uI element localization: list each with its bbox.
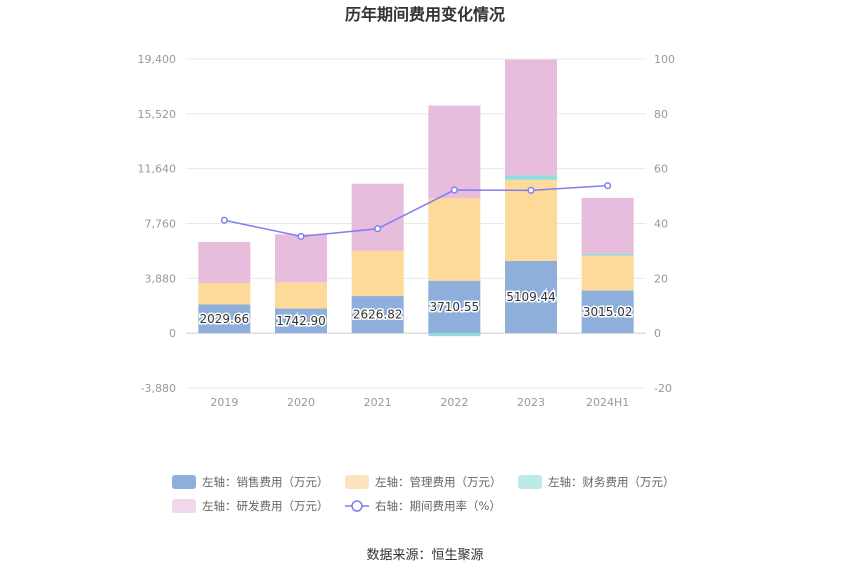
right-tick-label: 80 [654,108,668,121]
bar-segment [581,290,634,334]
bar-segment [428,105,481,199]
legend-item[interactable]: 右轴：期间费用率（%） [345,499,501,513]
x-tick-label: 2023 [517,396,545,409]
legend-marker [351,500,363,512]
left-tick-label: 0 [169,327,176,340]
bar-segment [505,59,557,176]
bar-segment [505,175,557,180]
legend-item[interactable]: 左轴：研发费用（万元） [172,499,329,513]
legend-label: 左轴：销售费用（万元） [202,475,329,489]
bars: 2029.66 1742.90 2626.82 3710.55 5109.44 3015.… [198,59,634,337]
left-tick-label: 15,520 [138,108,177,121]
bar-segment [428,280,481,334]
right-tick-label: 0 [654,327,661,340]
data-label: 2029.66 [200,312,250,326]
line-path [224,184,608,238]
bar-segment [351,250,404,297]
right-tick-label: 100 [654,53,675,66]
data-label: 5109.44 [506,290,556,304]
line-point [604,182,612,190]
legend-swatch [518,475,542,489]
legend-label: 右轴：期间费用率（%） [375,499,501,513]
legend-item[interactable]: 左轴：管理费用（万元） [345,475,502,489]
line-point [450,186,458,194]
legend-label: 左轴：财务费用（万元） [548,475,675,489]
legend-swatch [345,475,369,489]
data-label: 2626.82 [353,308,403,322]
bar-segment [428,333,481,337]
line-point [297,232,305,240]
left-tick-label: -3,880 [141,382,176,395]
x-axis: 2019 2020 2021 2022 2023 2024H1 [210,396,629,409]
bar-segment [275,308,327,334]
x-tick-label: 2020 [287,396,315,409]
right-tick-label: -20 [654,382,672,395]
bar-segment [275,282,327,309]
legend-item[interactable]: 左轴：销售费用（万元） [172,475,329,489]
bar-segment [581,253,634,256]
line-point [220,216,228,224]
bar-segment [198,283,251,305]
legend-swatch [172,499,196,513]
right-tick-label: 20 [654,272,668,285]
bar-segment [351,296,404,334]
expense-rate-line [220,182,612,240]
right-tick-label: 40 [654,218,668,231]
x-tick-label: 2021 [364,396,392,409]
legend-label: 左轴：研发费用（万元） [202,499,329,513]
left-axis: -3,880 0 3,880 7,760 11,640 15,520 19,400 [138,53,177,395]
legend: 左轴：销售费用（万元） 左轴：管理费用（万元） 左轴：财务费用（万元） 左轴：研发费用… [172,475,675,513]
bar-segment [581,255,634,291]
x-tick-label: 2019 [210,396,238,409]
left-tick-label: 11,640 [138,163,177,176]
bar-segment [198,304,251,334]
bar-segment [505,260,557,334]
left-tick-label: 3,880 [145,272,177,285]
bar-segment [428,198,481,281]
x-tick-label: 2024H1 [586,396,629,409]
bar-segment [275,234,327,283]
x-tick-label: 2022 [440,396,468,409]
data-label: 3015.02 [583,305,633,319]
right-tick-label: 60 [654,163,668,176]
data-label: 3710.55 [430,300,480,314]
bar-segment [198,242,251,284]
legend-item[interactable]: 左轴：财务费用（万元） [518,475,675,489]
data-label: 1742.90 [276,314,326,328]
bar-segment [581,197,634,254]
data-source: 数据来源：恒生聚源 [366,548,483,563]
grid [186,58,646,389]
left-tick-label: 7,760 [145,218,177,231]
right-axis: -20 0 20 40 60 80 100 [654,53,675,395]
line-point [374,225,382,233]
chart-title: 历年期间费用变化情况 [345,5,505,24]
legend-swatch [172,475,196,489]
legend-label: 左轴：管理费用（万元） [375,475,502,489]
line-point [527,186,535,194]
left-tick-label: 19,400 [138,53,177,66]
bar-segment [351,183,404,251]
